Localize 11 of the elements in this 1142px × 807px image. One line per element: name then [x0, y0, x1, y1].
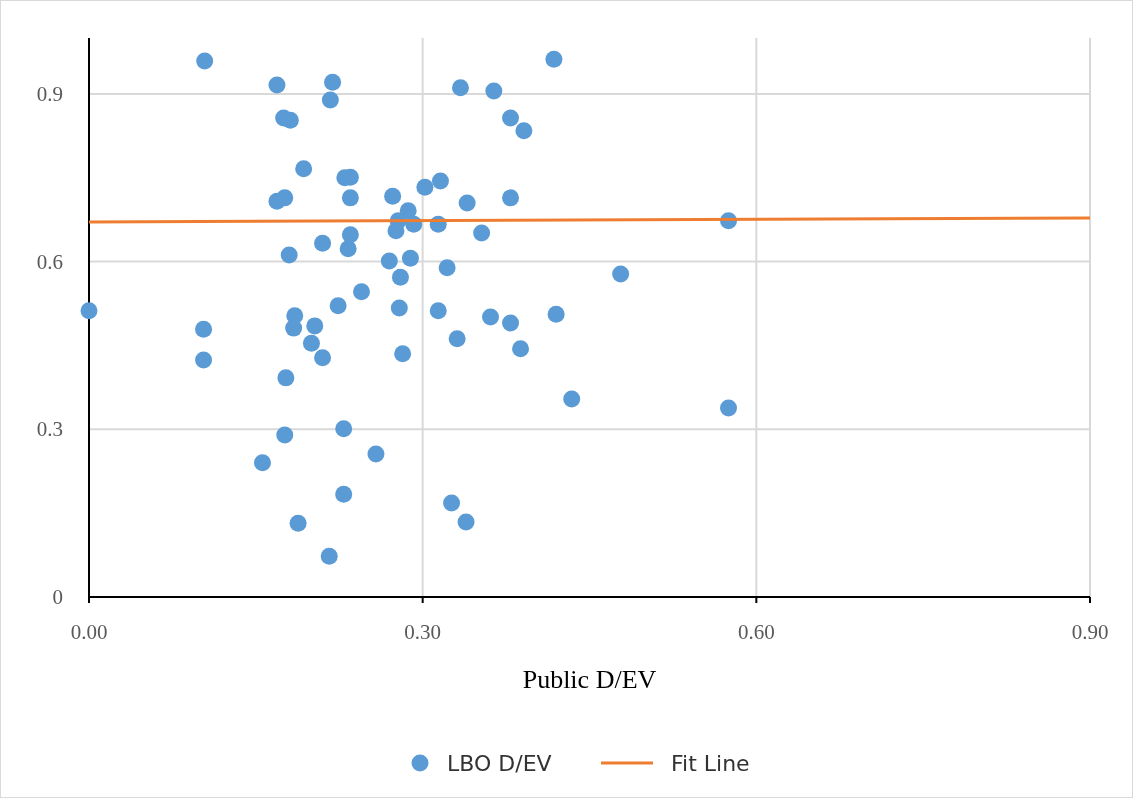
x-tick-label: 0.90	[1071, 620, 1109, 644]
legend-label: Fit Line	[671, 750, 750, 776]
x-axis-title: Public D/EV	[522, 665, 657, 694]
y-tick-label: 0.3	[36, 417, 63, 442]
y-tick-label: 0	[52, 585, 63, 609]
y-tick-label: 0.6	[36, 249, 63, 274]
legend-label: LBO D/EV	[447, 750, 552, 776]
y-tick-label: 0.9	[36, 81, 63, 106]
x-tick-label: 0.30	[404, 620, 442, 644]
x-tick-label: 0.60	[737, 620, 775, 644]
x-tick-label: 0.00	[70, 620, 108, 644]
